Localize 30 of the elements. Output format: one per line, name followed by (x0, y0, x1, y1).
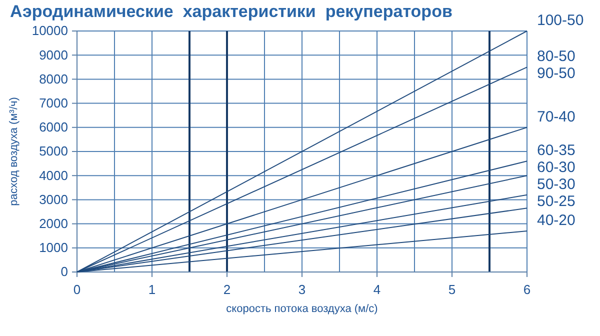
series-label: 50-30 (537, 176, 576, 194)
y-axis-title: расход воздуха (м³/ч) (8, 97, 20, 206)
y-tick-label: 2000 (39, 216, 68, 231)
y-tick-label: 1000 (39, 240, 68, 256)
y-tick-label: 3000 (39, 192, 68, 207)
series-label: 40-20 (537, 212, 576, 229)
x-tick-label: 3 (298, 282, 306, 298)
y-tick-label: 8000 (39, 71, 68, 86)
x-tick-label: 6 (523, 282, 531, 298)
series-label: 50-25 (537, 193, 576, 210)
x-tick-label: 2 (223, 282, 231, 298)
y-tick-label: 7000 (39, 95, 68, 110)
y-tick-label: 6000 (39, 120, 68, 135)
y-tick-label: 10000 (32, 23, 68, 38)
series-label: 70-40 (537, 108, 576, 126)
y-tick-label: 9000 (39, 47, 68, 62)
series-label: 100-50 (537, 12, 584, 29)
series-label: 80-50 (537, 48, 576, 66)
x-tick-label: 1 (148, 282, 156, 298)
x-tick-label: 4 (373, 282, 381, 298)
annotation: 90-50 (537, 65, 576, 82)
y-tick-label: 0 (60, 264, 68, 280)
series-label: 60-35 (537, 142, 576, 160)
x-tick-label: 0 (73, 282, 81, 298)
chart-title: Аэродинамические характеристики рекуператоров (10, 2, 452, 21)
y-tick-label: 5000 (39, 144, 68, 159)
y-tick-label: 4000 (39, 168, 68, 183)
x-tick-label: 5 (448, 282, 456, 298)
x-axis-title: скорость потока воздуха (м/с) (226, 303, 378, 315)
series-label: 60-30 (537, 159, 576, 176)
